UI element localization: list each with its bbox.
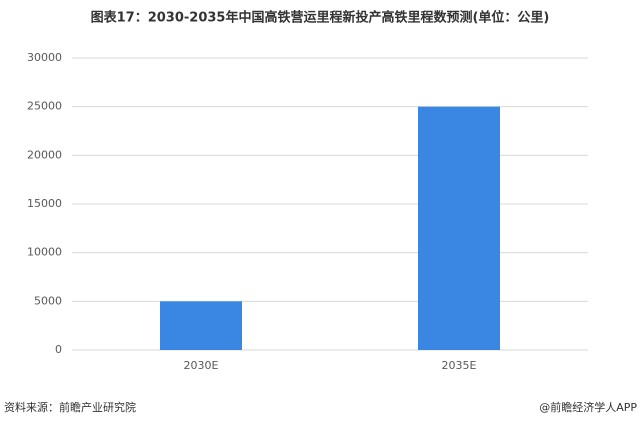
- bar: [160, 301, 242, 350]
- y-tick-label: 25000: [27, 100, 62, 113]
- source-note: 资料来源：前瞻产业研究院: [4, 400, 136, 414]
- credit: @前瞻经济学人APP: [539, 400, 637, 414]
- y-tick-label: 15000: [27, 197, 62, 210]
- y-tick-label: 5000: [34, 294, 62, 307]
- y-tick-label: 30000: [27, 51, 62, 64]
- chart-title: 图表17：2030-2035年中国高铁营运里程新投产高铁里程数预测(单位：公里): [91, 10, 550, 26]
- x-tick-label: 2035E: [442, 359, 477, 372]
- y-tick-label: 20000: [27, 148, 62, 161]
- y-tick-label: 0: [55, 343, 62, 356]
- y-tick-label: 10000: [27, 246, 62, 259]
- x-tick-label: 2030E: [184, 359, 219, 372]
- bar: [418, 106, 500, 351]
